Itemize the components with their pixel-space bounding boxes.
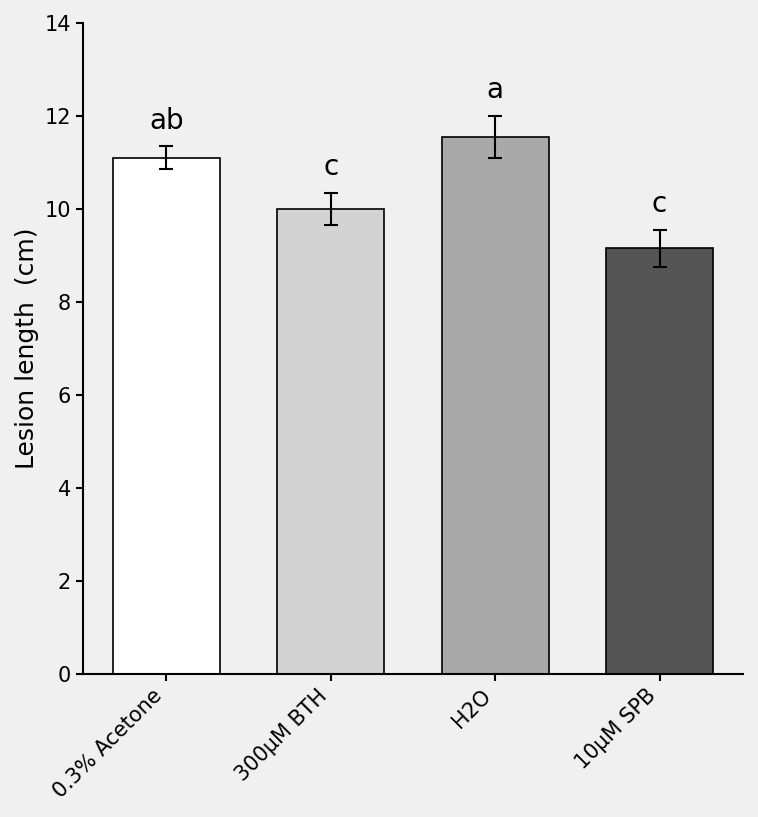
Bar (442, 137, 549, 674)
Text: c: c (323, 153, 338, 181)
Bar (113, 158, 220, 674)
Text: ab: ab (149, 106, 183, 135)
Text: a: a (487, 76, 503, 105)
Y-axis label: Lesion length  (cm): Lesion length (cm) (15, 228, 39, 469)
Text: c: c (652, 190, 667, 218)
Bar (606, 248, 713, 674)
Bar (277, 209, 384, 674)
